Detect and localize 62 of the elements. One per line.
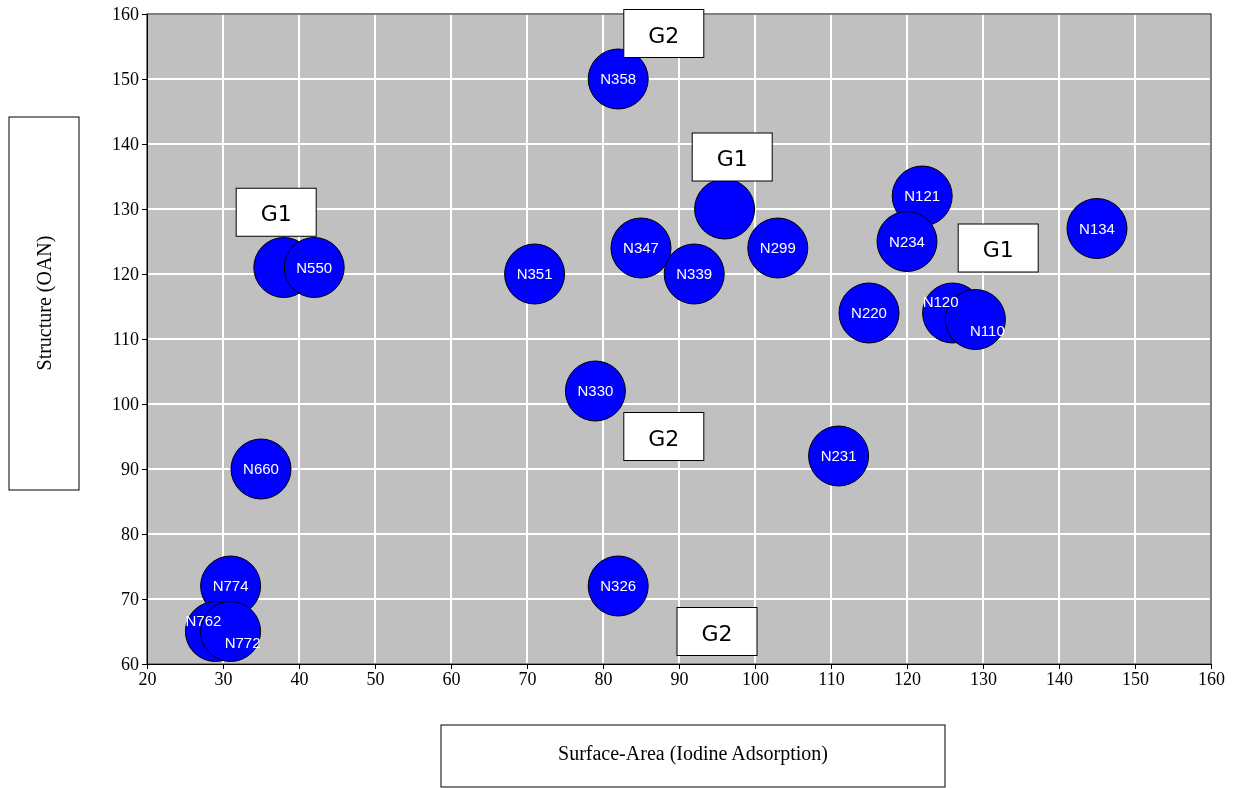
annotation: N120 — [922, 293, 959, 310]
point — [1066, 198, 1128, 259]
annotation: N358 — [600, 70, 637, 87]
y-tick-label: 150 — [112, 69, 139, 90]
y-tick-label: 90 — [121, 459, 139, 480]
annotation: N351 — [516, 265, 553, 282]
y-tick-label: 140 — [112, 134, 139, 155]
x-tick-label: 90 — [670, 668, 689, 689]
annotation: N660 — [243, 460, 279, 477]
x-tick-label: 100 — [742, 668, 769, 689]
annotation: N234 — [889, 232, 925, 250]
point — [504, 243, 566, 305]
y-tick-label: 120 — [112, 264, 139, 285]
y-tick-label: 80 — [121, 524, 139, 545]
annotation: N347 — [623, 239, 659, 256]
annotation: N220 — [851, 304, 887, 321]
x-axis-title: Surface-Area (Iodine Adsorption) — [558, 742, 828, 765]
annotation: G1 — [260, 201, 292, 227]
annotation: G2 — [701, 620, 733, 646]
x-tick-label: 110 — [818, 668, 845, 689]
point — [876, 211, 938, 272]
x-tick-label: 80 — [594, 668, 613, 689]
annotation: N134 — [1079, 219, 1115, 237]
point — [610, 217, 672, 279]
point — [587, 555, 649, 617]
x-tick-label: 160 — [1198, 668, 1225, 689]
point — [230, 438, 292, 500]
x-tick-label: 50 — [366, 668, 385, 689]
point — [663, 243, 725, 305]
x-tick-label: 130 — [970, 668, 997, 689]
annotation: N550 — [296, 258, 333, 276]
annotation: N299 — [759, 239, 796, 256]
y-tick-label: 100 — [112, 394, 139, 415]
annotation: G2 — [648, 22, 680, 48]
annotation: G2 — [648, 425, 680, 451]
annotation: N326 — [600, 577, 637, 594]
y-tick-label: 160 — [112, 4, 139, 25]
y-axis-title: Structure (OAN) — [33, 235, 56, 371]
x-tick-label: 40 — [290, 668, 309, 689]
y-tick-label: 70 — [121, 589, 139, 610]
x-tick-label: 70 — [518, 668, 537, 689]
x-tick-label: 140 — [1046, 668, 1073, 689]
x-tick-label: 30 — [214, 668, 233, 689]
x-tick-label: 20 — [138, 668, 157, 689]
annotation: N121 — [904, 187, 941, 204]
annotation: N330 — [577, 382, 614, 399]
annotation: N774 — [212, 577, 249, 594]
point — [838, 282, 900, 344]
x-tick-label: 150 — [1122, 668, 1149, 689]
point — [283, 237, 345, 298]
annotation: G1 — [982, 237, 1014, 262]
y-tick-label: 110 — [112, 329, 139, 350]
point — [747, 217, 809, 279]
point — [808, 425, 870, 487]
x-tick-label: 120 — [894, 668, 921, 689]
annotation: N231 — [820, 447, 857, 464]
y-tick-label: 60 — [121, 654, 139, 675]
x-tick-label: 60 — [442, 668, 461, 689]
point — [564, 360, 626, 422]
annotation: N339 — [676, 265, 713, 282]
y-tick-label: 130 — [112, 199, 139, 220]
annotation: G1 — [716, 146, 748, 171]
